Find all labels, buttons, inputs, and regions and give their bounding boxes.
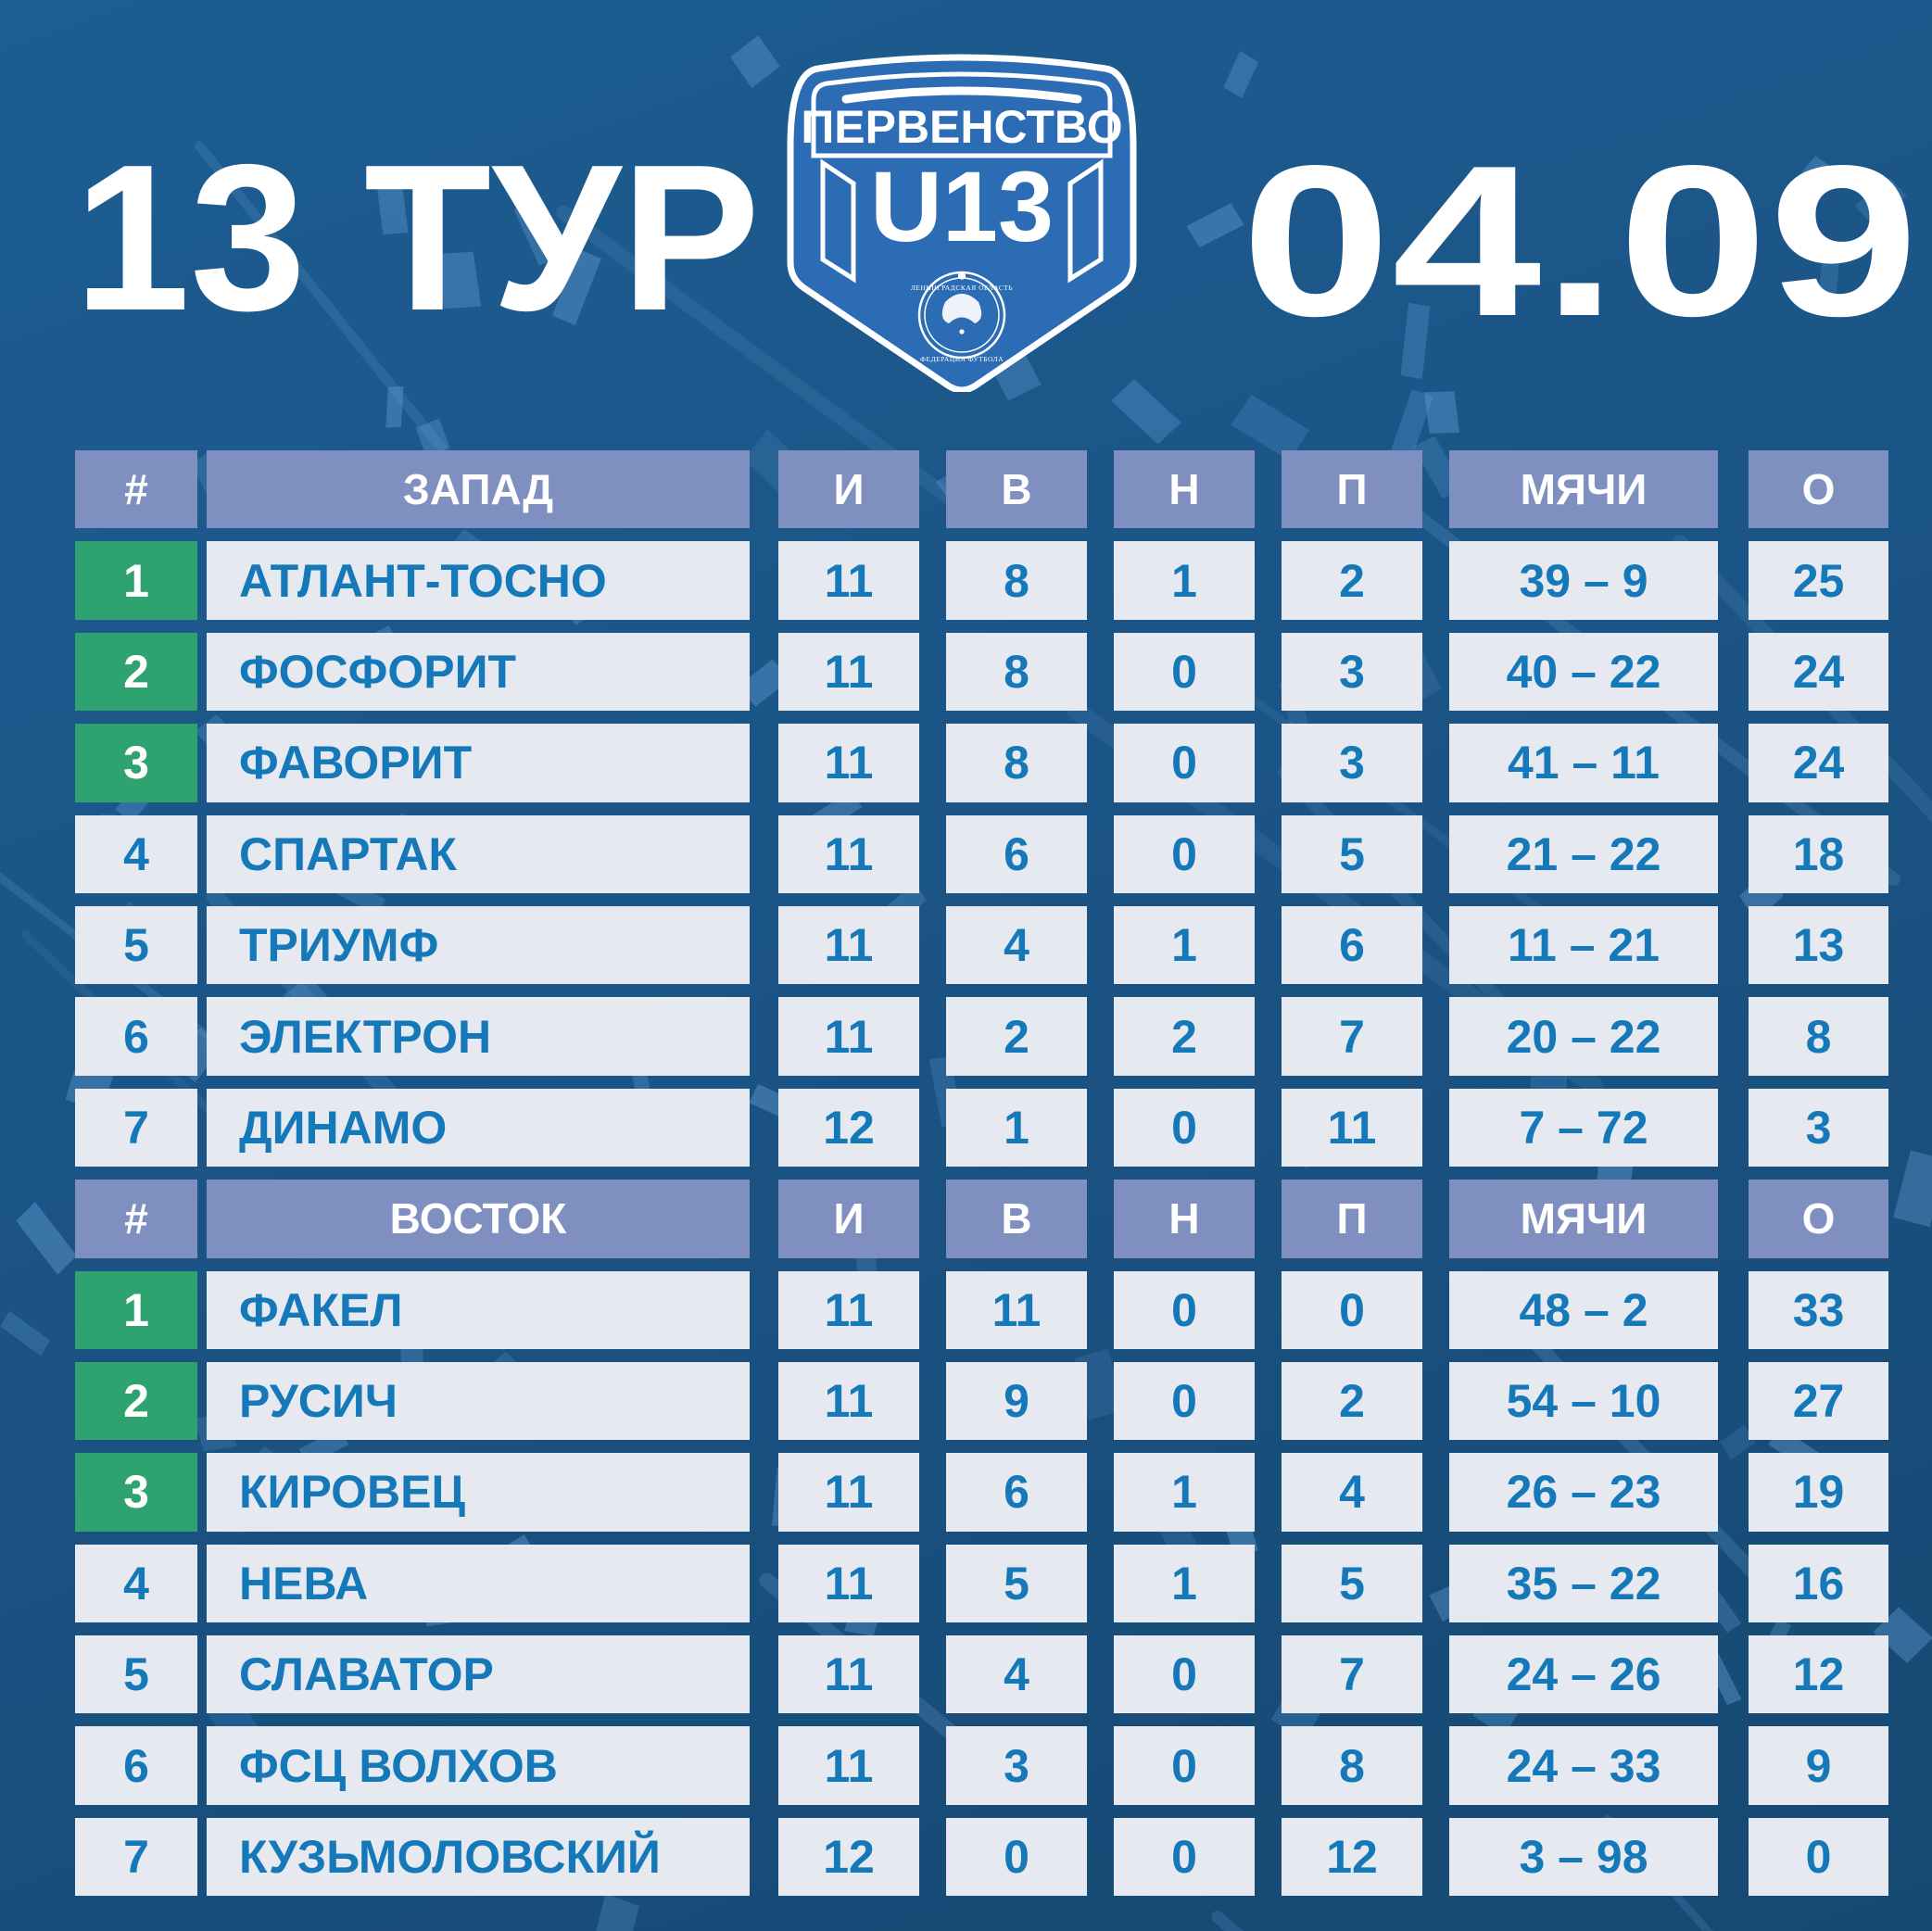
svg-text:ПЕРВЕНСТВО: ПЕРВЕНСТВО: [801, 101, 1122, 153]
svg-text:ЛЕНИНГРАДСКАЯ ОБЛАСТЬ: ЛЕНИНГРАДСКАЯ ОБЛАСТЬ: [911, 284, 1014, 292]
svg-text:U13: U13: [870, 150, 1054, 262]
svg-text:ФЕДЕРАЦИЯ ФУТБОЛА: ФЕДЕРАЦИЯ ФУТБОЛА: [920, 355, 1004, 363]
